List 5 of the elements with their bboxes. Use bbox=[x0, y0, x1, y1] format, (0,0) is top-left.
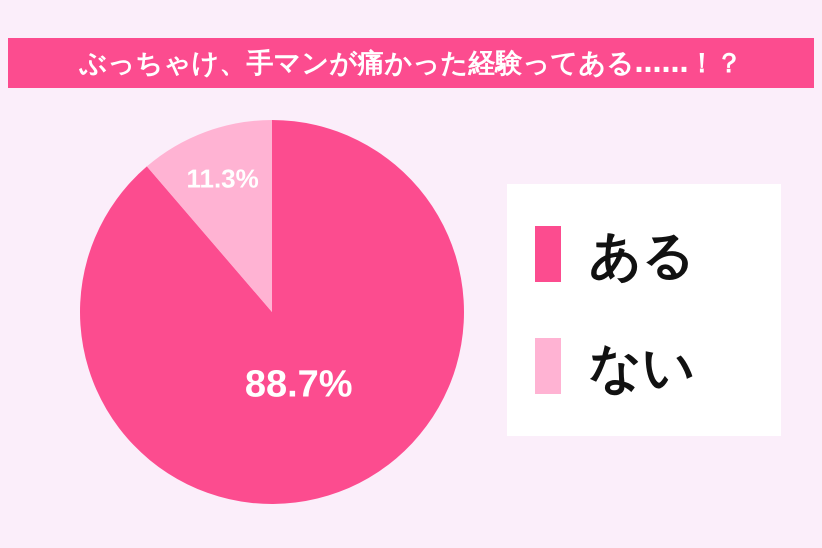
data-label: 88.7% bbox=[244, 364, 353, 406]
legend-label: ある bbox=[589, 226, 695, 286]
legend-label: ない bbox=[589, 338, 695, 398]
data-label: 11.3% bbox=[186, 163, 259, 194]
chart-title: ぶっちゃけ、手マンが痛かった経験ってある……！？ bbox=[78, 48, 742, 79]
